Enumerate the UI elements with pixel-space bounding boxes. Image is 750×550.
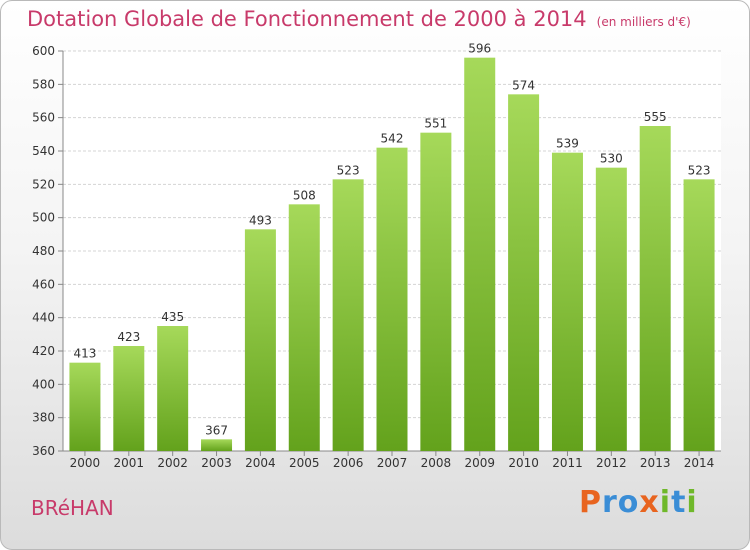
x-tick-label-2008: 2008 <box>421 456 452 470</box>
data-label-2013: 555 <box>644 110 667 124</box>
x-tick-label-2009: 2009 <box>464 456 495 470</box>
bar-2014 <box>683 179 715 452</box>
x-tick-label-2007: 2007 <box>377 456 408 470</box>
logo-letter: i <box>686 485 698 520</box>
data-label-2000: 413 <box>73 347 96 361</box>
x-tick-label-2002: 2002 <box>157 456 188 470</box>
bar-2009 <box>464 57 496 452</box>
x-tick-label-2004: 2004 <box>245 456 276 470</box>
y-tick-label: 360 <box>32 444 55 458</box>
bar-2012 <box>595 167 627 451</box>
y-tick-label: 600 <box>32 44 55 58</box>
data-label-2012: 530 <box>600 152 623 166</box>
data-label-2011: 539 <box>556 137 579 151</box>
x-tick-label-2001: 2001 <box>114 456 145 470</box>
y-tick-label: 380 <box>32 411 55 425</box>
y-tick-label: 540 <box>32 144 55 158</box>
y-tick-label: 520 <box>32 177 55 191</box>
data-label-2009: 596 <box>468 42 491 56</box>
chart-title: Dotation Globale de Fonctionnement de 20… <box>27 7 691 31</box>
data-label-2002: 435 <box>161 310 184 324</box>
x-tick-label-2005: 2005 <box>289 456 320 470</box>
logo-letter: x <box>639 485 660 520</box>
x-tick-label-2003: 2003 <box>201 456 232 470</box>
y-tick-label: 480 <box>32 244 55 258</box>
logo-letter: P <box>579 485 602 520</box>
y-tick-label: 580 <box>32 77 55 91</box>
bar-2002 <box>157 326 189 451</box>
y-tick-label: 420 <box>32 344 55 358</box>
data-label-2014: 523 <box>688 163 711 177</box>
bar-2008 <box>420 132 452 451</box>
data-label-2001: 423 <box>117 330 140 344</box>
x-tick-label-2012: 2012 <box>596 456 627 470</box>
bar-2003 <box>201 439 233 451</box>
bar-2004 <box>244 229 276 451</box>
data-label-2007: 542 <box>381 132 404 146</box>
chart-title-text: Dotation Globale de Fonctionnement de 20… <box>27 7 587 31</box>
logo-letter: o <box>617 485 640 520</box>
y-tick-label: 560 <box>32 111 55 125</box>
proxiti-logo: Proxiti <box>579 485 698 520</box>
x-tick-label-2014: 2014 <box>684 456 715 470</box>
bar-2007 <box>376 147 408 451</box>
data-label-2006: 523 <box>337 163 360 177</box>
bar-2000 <box>69 362 101 451</box>
y-tick-label: 460 <box>32 277 55 291</box>
x-tick-label-2013: 2013 <box>640 456 671 470</box>
bar-2010 <box>508 94 540 451</box>
commune-name: BRéHAN <box>31 496 114 520</box>
logo-letter: r <box>602 485 618 520</box>
data-label-2005: 508 <box>293 188 316 202</box>
bar-2001 <box>113 346 145 451</box>
chart-unit: (en milliers d'€) <box>596 15 691 29</box>
data-label-2010: 574 <box>512 78 535 92</box>
data-label-2004: 493 <box>249 213 272 227</box>
y-tick-label: 400 <box>32 377 55 391</box>
bar-2005 <box>288 204 320 451</box>
bar-2013 <box>639 126 671 451</box>
x-tick-label-2006: 2006 <box>333 456 364 470</box>
logo-letter: i <box>659 485 672 520</box>
bar-2011 <box>551 152 583 451</box>
y-tick-label: 440 <box>32 311 55 325</box>
logo-letter: t <box>671 485 687 520</box>
data-label-2008: 551 <box>424 117 447 131</box>
bar-2006 <box>332 179 364 452</box>
x-tick-label-2010: 2010 <box>508 456 539 470</box>
y-tick-label: 500 <box>32 211 55 225</box>
x-tick-label-2000: 2000 <box>70 456 101 470</box>
data-label-2003: 367 <box>205 423 228 437</box>
x-tick-label-2011: 2011 <box>552 456 583 470</box>
